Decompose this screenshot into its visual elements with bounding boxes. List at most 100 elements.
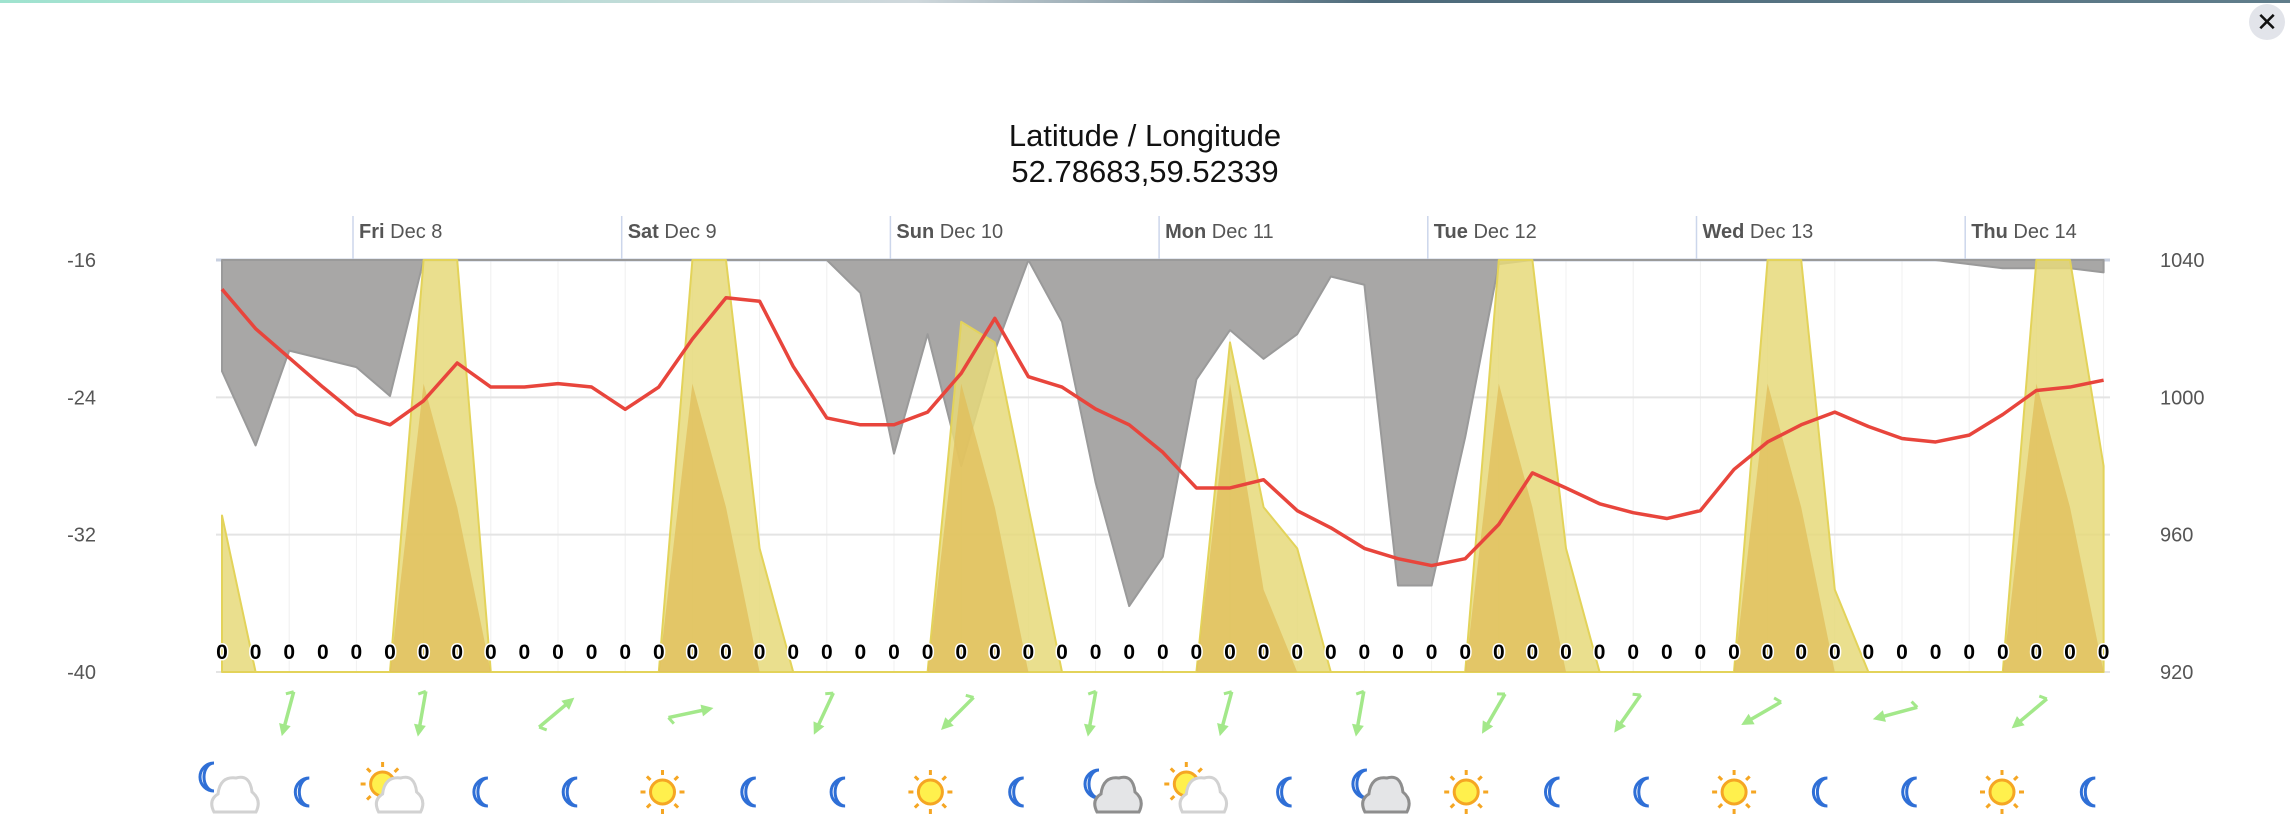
moon-icon xyxy=(1544,776,1560,808)
weather-icon-sun xyxy=(1980,770,2024,814)
sun-ray xyxy=(1449,775,1456,782)
precipitation-label: 0 xyxy=(1560,641,1572,664)
wind-arrow-shaft xyxy=(668,707,708,720)
day-label-date: Dec 13 xyxy=(1750,221,1813,243)
precipitation-label: 0 xyxy=(485,641,497,664)
precipitation-label: 0 xyxy=(787,641,799,664)
cloud-icon xyxy=(210,775,260,814)
precipitation-label: 0 xyxy=(1392,641,1404,664)
wind-arrow-shaft xyxy=(2015,697,2048,726)
wind-arrow-icon xyxy=(1872,700,1919,722)
day-label-weekday: Sat xyxy=(628,221,665,243)
day-label-weekday: Fri xyxy=(359,221,390,243)
moon-icon xyxy=(1901,776,1917,808)
weather-icon-moon xyxy=(740,776,756,808)
precipitation-label: 0 xyxy=(451,641,463,664)
precipitation-label: 0 xyxy=(1157,641,1169,664)
moon-icon xyxy=(740,776,756,808)
day-label: Sat Dec 9 xyxy=(628,221,717,243)
wind-arrow-head xyxy=(2011,716,2025,729)
weather-icon-sun-cloud xyxy=(1164,762,1229,814)
sun-ray xyxy=(1449,802,1456,809)
right-axis-tick-label: 920 xyxy=(2160,662,2193,684)
right-axis-tick-label: 1000 xyxy=(2160,387,2205,409)
wind-arrow-icon xyxy=(1614,692,1643,733)
wind-arrow-icon xyxy=(279,690,296,737)
day-label: Mon Dec 11 xyxy=(1165,221,1274,243)
precipitation-label: 0 xyxy=(1426,641,1438,664)
precipitation-label: 0 xyxy=(754,641,766,664)
wind-arrow-icon xyxy=(1084,689,1098,737)
sun-icon xyxy=(1988,778,2016,806)
precipitation-label: 0 xyxy=(1963,641,1975,664)
wind-arrow-barb xyxy=(1087,689,1097,696)
wind-arrow-barb xyxy=(1632,692,1641,697)
weather-icon-moon xyxy=(2079,776,2096,808)
wind-arrow-icon xyxy=(2011,694,2048,729)
moon-icon xyxy=(1276,776,1292,808)
weather-icon-moon xyxy=(472,776,489,808)
wind-arrow-barb xyxy=(1355,689,1365,696)
wind-arrow-icon xyxy=(538,697,575,732)
precipitation-label: 0 xyxy=(384,641,396,664)
close-button[interactable]: ✕ xyxy=(2249,4,2285,40)
wind-arrow-shaft xyxy=(1745,700,1782,724)
precipitation-label: 0 xyxy=(250,641,262,664)
precipitation-label: 0 xyxy=(1829,641,1841,664)
wind-arrow-icon xyxy=(813,691,835,735)
cloud-icon xyxy=(1361,775,1411,814)
left-axis-tick-label: -24 xyxy=(67,387,96,409)
sun-icon xyxy=(916,778,944,806)
precipitation-label: 0 xyxy=(1896,641,1908,664)
sun-ray xyxy=(1717,775,1724,782)
sun-icon xyxy=(1452,778,1480,806)
wind-arrow-icon xyxy=(1217,690,1234,737)
day-label-date: Dec 8 xyxy=(390,221,442,243)
wind-arrow-head xyxy=(941,717,954,730)
precipitation-label: 0 xyxy=(1661,641,1673,664)
precipitation-label: 0 xyxy=(1695,641,1707,664)
weather-icon-moon-cloud xyxy=(198,761,260,814)
sun-intensity-area xyxy=(222,383,2104,672)
day-label: Wed Dec 13 xyxy=(1703,221,1814,243)
wind-arrow-icon xyxy=(667,704,714,725)
precipitation-label: 0 xyxy=(1359,641,1371,664)
moon-icon xyxy=(1008,776,1024,808)
precipitation-label: 0 xyxy=(687,641,699,664)
wind-arrow-barb xyxy=(538,725,548,732)
weather-icon-moon xyxy=(293,776,310,808)
weather-icon-sun-cloud xyxy=(360,762,425,814)
wind-arrow-shaft xyxy=(944,696,975,727)
wind-arrow-barb xyxy=(1223,690,1233,696)
wind-arrow-icon xyxy=(1482,692,1507,734)
wind-arrow-barb xyxy=(2038,694,2048,701)
sun-ray xyxy=(1717,802,1724,809)
sun-ray xyxy=(1745,802,1751,809)
close-icon: ✕ xyxy=(2256,6,2278,37)
precipitation-label: 0 xyxy=(2031,641,2043,664)
sun-icon xyxy=(649,778,676,806)
day-label-weekday: Wed xyxy=(1703,221,1750,243)
sun-ray xyxy=(365,794,372,801)
wind-arrow-barb xyxy=(1910,700,1919,709)
sun-ray xyxy=(913,775,920,782)
precipitation-label: 0 xyxy=(1459,641,1471,664)
precipitation-label: 0 xyxy=(2098,641,2110,664)
precipitation-label: 0 xyxy=(855,641,867,664)
moon-icon xyxy=(2079,776,2096,808)
wind-arrow-barb xyxy=(285,690,295,696)
day-label: Tue Dec 12 xyxy=(1434,221,1537,243)
wind-arrow-icon xyxy=(1741,696,1782,725)
wind-arrow-shaft xyxy=(1483,693,1507,730)
precipitation-label: 0 xyxy=(1863,641,1875,664)
left-axis-tick-label: -32 xyxy=(67,525,96,547)
weather-icon-moon xyxy=(1544,776,1560,808)
moon-icon xyxy=(561,776,578,808)
wind-arrow-head xyxy=(1872,710,1886,722)
wind-arrow-shaft xyxy=(1087,691,1098,732)
precipitation-label: 0 xyxy=(1728,641,1740,664)
wind-arrow-head xyxy=(813,721,825,735)
sun-ray xyxy=(2012,802,2019,809)
wind-arrow-head xyxy=(1352,723,1364,737)
precipitation-label: 0 xyxy=(1090,641,1102,664)
